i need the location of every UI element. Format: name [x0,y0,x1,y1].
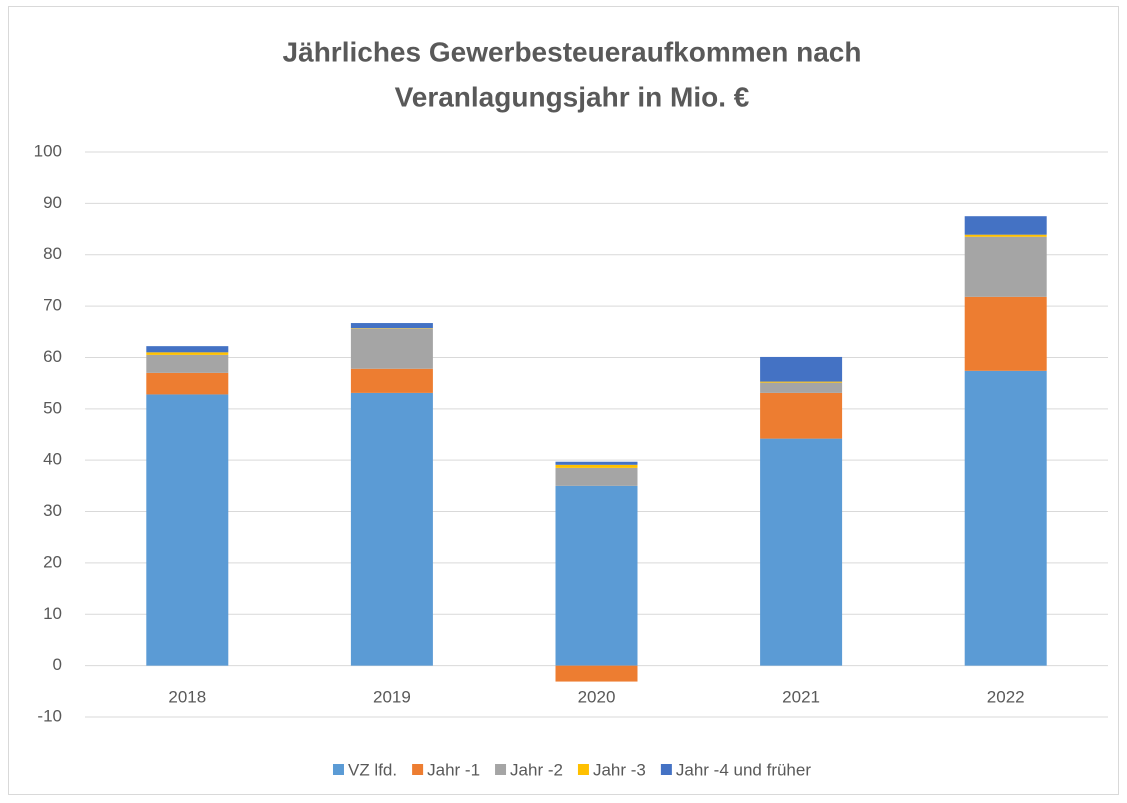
y-tick-label: 60 [43,347,62,366]
bar-segment [350,392,433,666]
y-tick-label: 20 [43,552,62,571]
y-tick-label: 50 [43,398,62,417]
bar-segment [964,234,1047,237]
legend-swatch [577,764,589,775]
legend-swatch [332,764,344,775]
y-tick-label: 10 [43,604,62,623]
bar-segment [555,461,638,465]
legend-swatch [495,764,507,775]
bar-segment [350,328,433,329]
bar-segment [760,356,843,382]
chart-title: Veranlagungsjahr in Mio. € [395,81,750,112]
bar-segment [760,381,843,383]
x-tick-label: 2018 [168,687,206,706]
legend-label: Jahr -2 [510,760,563,779]
y-tick-label: 40 [43,450,62,469]
bar-segment [146,354,229,373]
legend-label: Jahr -4 und früher [676,760,811,779]
legend-label: VZ lfd. [348,760,397,779]
bar-segment [760,438,843,666]
x-tick-label: 2022 [987,687,1025,706]
bar-segment [555,467,638,486]
bar-segment [760,382,843,393]
x-tick-label: 2021 [782,687,820,706]
bar-segment [146,372,229,395]
y-tick-label: -10 [37,706,62,725]
bar-segment [146,394,229,666]
y-tick-label: 30 [43,501,62,520]
x-tick-label: 2020 [578,687,616,706]
bar-segment [964,236,1047,297]
y-tick-label: 80 [43,244,62,263]
y-tick-label: 70 [43,296,62,315]
y-tick-label: 100 [34,141,62,160]
x-tick-label: 2019 [373,687,411,706]
bar-segment [350,323,433,329]
bar-segment [760,392,843,439]
chart-title: Jährliches Gewerbesteueraufkommen nach [283,36,862,67]
legend-swatch [412,764,424,775]
bar-segment [146,352,229,355]
bar-segment [350,368,433,393]
bar-segment [555,485,638,666]
legend-label: Jahr -3 [593,760,646,779]
bar-segment [350,328,433,369]
y-tick-label: 0 [53,655,62,674]
legend-swatch [660,764,672,775]
bar-segment [146,346,229,353]
bar-segment [964,216,1047,235]
bar-segment [964,370,1047,666]
legend-label: Jahr -1 [427,760,480,779]
bar-segment [555,464,638,468]
y-tick-label: 90 [43,193,62,212]
bar-segment [555,665,638,682]
bar-segment [964,296,1047,371]
